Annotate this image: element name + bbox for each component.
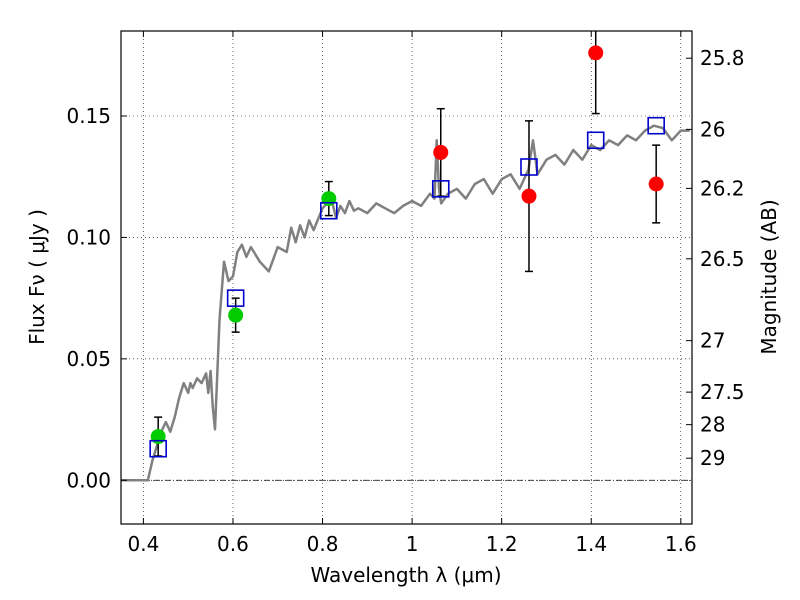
y-axis-label: Flux Fν ( μJy ) [25,209,49,345]
y2-axis-label: Magnitude (AB) [757,199,781,354]
red-data-point [648,176,664,192]
red-data-point [521,188,537,204]
blue-model-square [226,289,245,307]
y2-tick-label: 26 [700,117,725,141]
y2-tick-label: 25.8 [700,46,745,70]
y2-tick-label: 29 [700,446,725,470]
y2-tick-label: 26.5 [700,247,745,271]
y-tick-label: 0.05 [66,347,111,371]
blue-model-square [586,131,605,150]
y2-tick-label: 27.5 [700,380,745,404]
plot-frame [120,30,693,525]
y-tick-label: 0.00 [66,468,111,492]
plot-area [121,31,692,482]
blue-model-square [520,158,538,176]
red-data-point [588,45,604,61]
y2-tick-label: 27 [700,329,725,353]
model-spectrum-line [121,124,690,482]
y-tick-label: 0.15 [66,104,111,128]
x-tick-label: 1.4 [575,532,607,556]
blue-model-square [431,180,450,198]
x-tick-label: 0.8 [307,532,339,556]
axes: 0.4 0.6 0.8 1 1.2 1.4 1.6 0.00 0.05 0.10 0.15 25.8 2… [66,31,745,556]
x-tick-label: 0.4 [127,532,159,556]
y2-tick-label: 26.2 [700,176,745,200]
x-tick-label: 1.2 [486,532,518,556]
grid [121,31,692,524]
y-tick-label: 0.10 [66,225,111,249]
blue-model-square [149,439,167,458]
x-tick-label: 0.6 [217,532,249,556]
blue-model-square [647,116,665,135]
green-data-point [150,429,166,445]
x-tick-label: 1.6 [665,532,697,556]
red-data-point [433,144,449,160]
green-data-point [228,307,244,323]
x-tick-label: 1 [406,532,419,556]
blue-model-square [319,201,338,220]
green-data-point [321,191,337,207]
y2-tick-label: 28 [700,413,725,437]
x-axis-label: Wavelength λ (μm) [310,563,501,587]
